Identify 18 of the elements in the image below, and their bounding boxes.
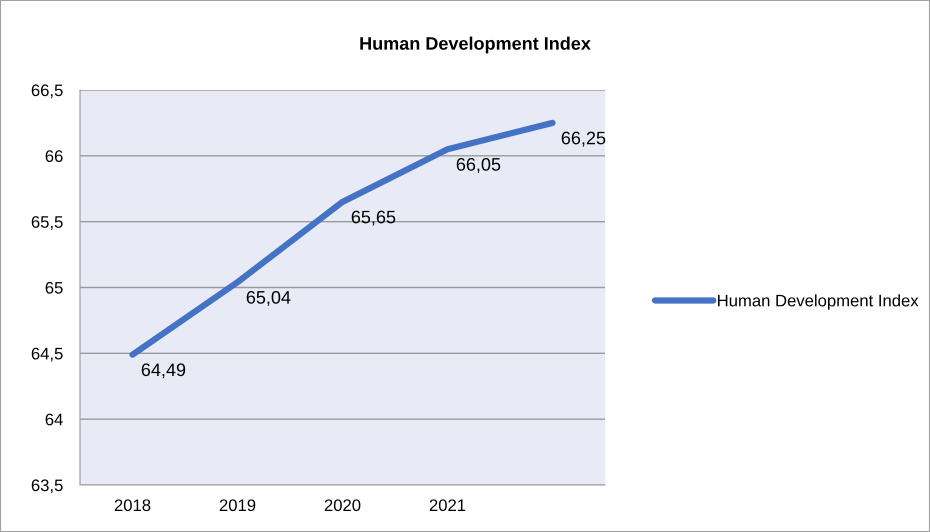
y-tick-label: 65 [46, 282, 63, 294]
x-tick-label: 2021 [430, 499, 466, 512]
legend-label: Human Development Index [718, 294, 918, 310]
y-tick-label: 66 [46, 150, 63, 162]
data-label: 65,04 [246, 290, 290, 306]
x-tick-label: 2019 [220, 499, 256, 512]
x-tick-label: 2020 [324, 499, 360, 512]
y-tick-label: 64,5 [32, 348, 63, 362]
chart-title: Human Development Index [360, 36, 591, 54]
x-tick-label: 2018 [114, 499, 150, 512]
data-label: 66,25 [562, 132, 606, 147]
y-tick-label: 66,5 [32, 84, 63, 98]
y-tick-label: 64 [46, 414, 63, 426]
data-label: 64,49 [142, 363, 186, 378]
data-label: 65,65 [352, 210, 396, 226]
y-tick-label: 63,5 [32, 479, 63, 494]
data-label: 66,05 [456, 158, 500, 173]
y-tick-label: 65,5 [32, 216, 63, 230]
